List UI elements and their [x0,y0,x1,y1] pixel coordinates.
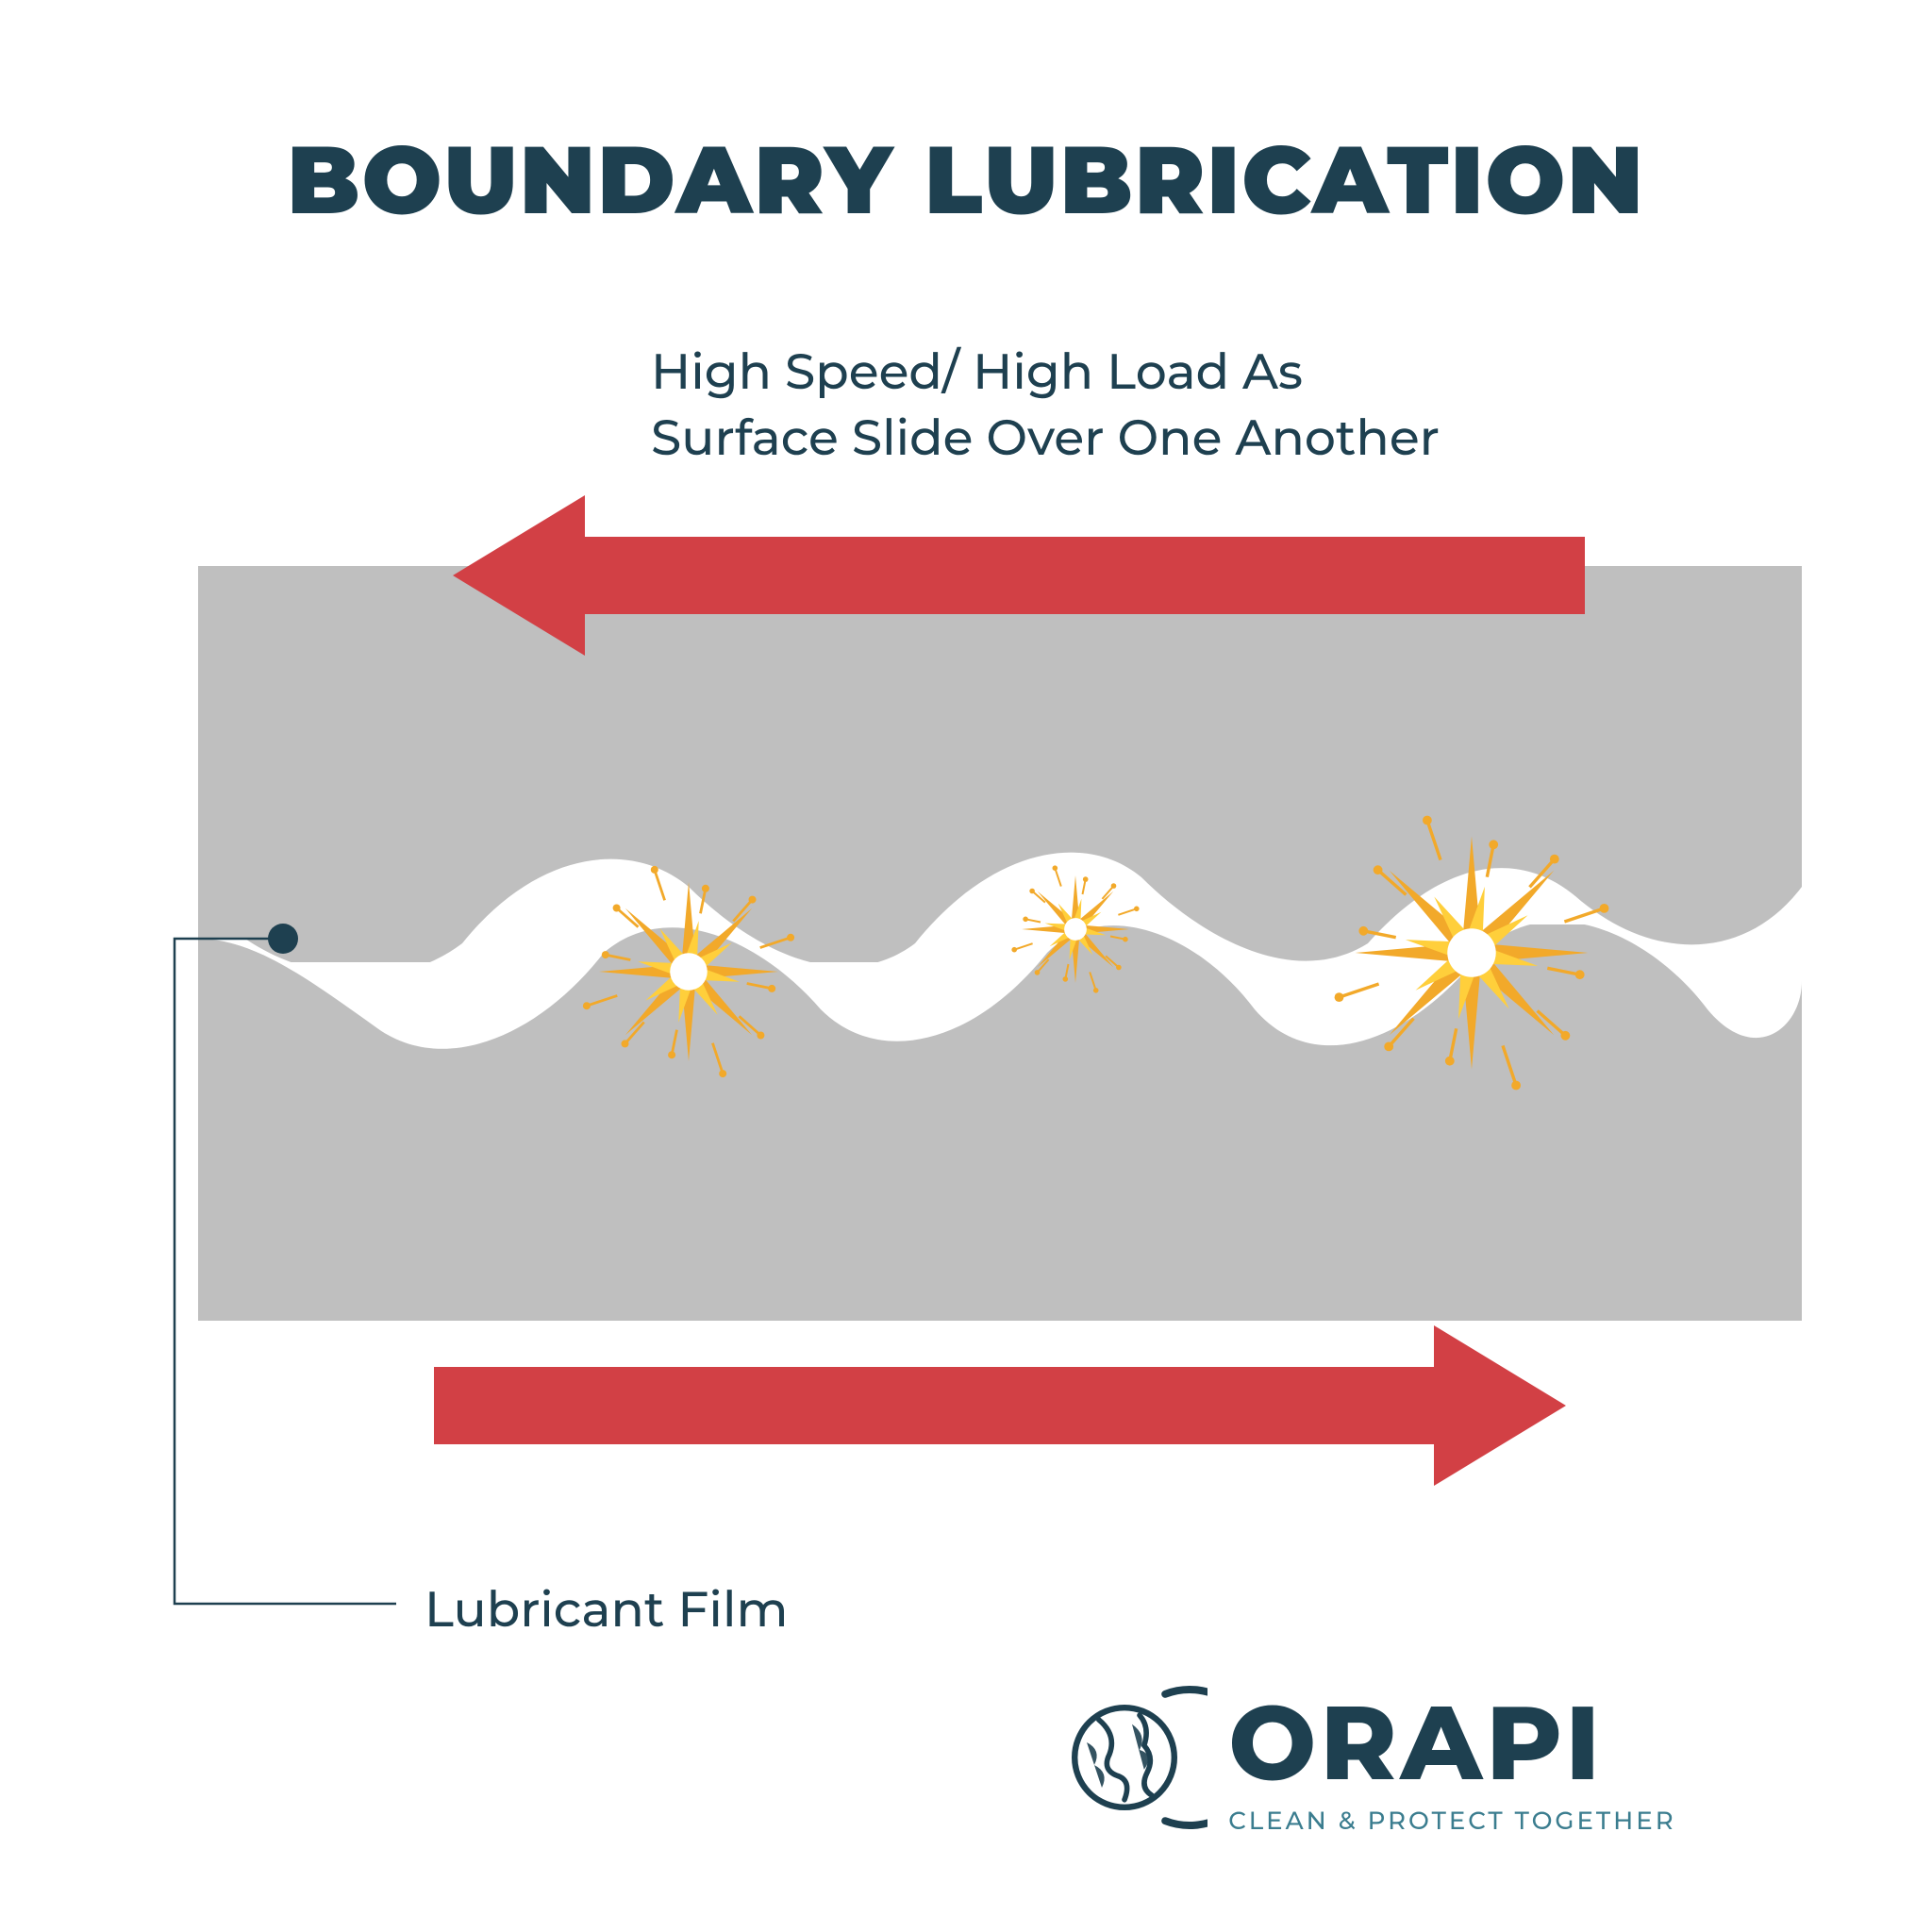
title-text: BOUNDARY LUBRICATION [287,123,1644,238]
brand-logo: ORAPI CLEAN & PROTECT TOGETHER [1057,1679,1676,1836]
diagram-title: BOUNDARY LUBRICATION [0,123,1932,238]
arrow-left-path [453,495,1585,656]
logo-tagline: CLEAN & PROTECT TOGETHER [1228,1806,1675,1836]
callout-label: Lubricant Film [425,1580,788,1640]
arrow-right [434,1311,1660,1500]
spark-3 [1275,757,1668,1149]
arrow-right-path [434,1325,1566,1486]
globe-icon [1057,1682,1208,1833]
logo-text: ORAPI [1228,1679,1604,1806]
arrow-left [453,481,1679,670]
diagram-subtitle: High Speed/ High Load As Surface Slide O… [651,340,1440,472]
callout-path [175,939,396,1604]
spark-2 [985,839,1166,1020]
subtitle-line1: High Speed/ High Load As [651,342,1303,402]
callout-label-text: Lubricant Film [425,1580,788,1640]
callout-line [165,929,415,1623]
spark-1 [538,821,840,1123]
subtitle-line2: Surface Slide Over One Another [651,408,1440,468]
callout-dot [268,924,298,954]
